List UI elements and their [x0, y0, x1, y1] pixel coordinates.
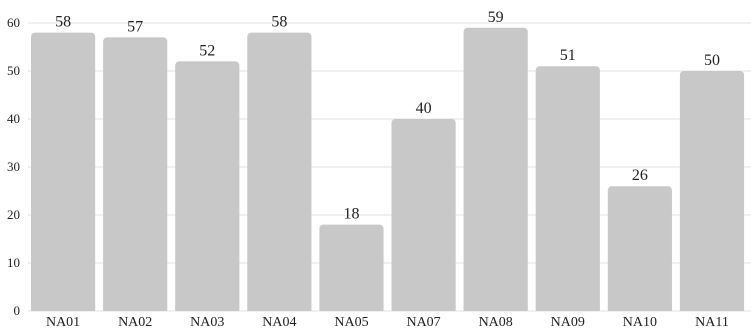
x-tick-label: NA01 [46, 315, 80, 329]
bar-base [679, 306, 745, 311]
bar-base [319, 306, 384, 311]
y-tick-label: 30 [7, 159, 20, 174]
bar-na04 [247, 32, 312, 311]
x-tick-label: NA03 [190, 315, 224, 329]
data-label: 58 [271, 14, 287, 31]
x-tick-label: NA10 [623, 315, 657, 329]
bar-na02 [103, 37, 168, 312]
x-axis: NA01 NA02 NA03 NA04 NA05 NA07 NA08 NA09 NA10 NA11 [46, 315, 729, 329]
bar-base [391, 306, 456, 311]
y-tick-label: 10 [7, 255, 20, 270]
data-label: 26 [632, 167, 648, 184]
data-label: 52 [199, 42, 215, 59]
x-tick-label: NA08 [479, 315, 513, 329]
x-tick-label: NA11 [695, 315, 729, 329]
data-label: 18 [343, 206, 359, 223]
bar-base [463, 306, 528, 311]
x-tick-label: NA09 [551, 315, 585, 329]
data-label: 59 [488, 9, 504, 26]
data-label: 58 [55, 14, 71, 31]
x-tick-label: NA02 [118, 315, 152, 329]
bars [31, 27, 745, 312]
data-labels: 58 57 52 58 18 40 59 51 26 50 [55, 9, 720, 223]
bar-na03 [175, 61, 240, 312]
data-label: 57 [127, 18, 143, 35]
data-label: 50 [704, 52, 720, 69]
y-tick-label: 50 [7, 63, 20, 78]
bar-base [247, 306, 312, 311]
bar-na05 [319, 224, 384, 311]
bar-base [535, 306, 600, 311]
bar-base [175, 306, 240, 311]
x-tick-label: NA04 [262, 315, 296, 329]
bar-na07 [391, 119, 456, 311]
y-tick-label: 40 [7, 111, 20, 126]
bar-base [607, 306, 672, 311]
y-axis: 0 10 20 30 40 50 60 [7, 15, 20, 318]
y-tick-label: 20 [7, 207, 20, 222]
x-tick-label: NA05 [334, 315, 368, 329]
data-label: 40 [416, 100, 432, 117]
y-tick-label: 0 [14, 303, 21, 318]
bar-na08 [463, 27, 528, 312]
bar-na09 [535, 66, 600, 311]
y-tick-label: 60 [7, 15, 20, 30]
bar-base [103, 306, 168, 311]
bar-na10 [607, 186, 672, 311]
bar-na01 [31, 32, 96, 311]
x-tick-label: NA07 [406, 315, 440, 329]
data-label: 51 [560, 47, 576, 64]
bar-base [31, 306, 96, 311]
bar-na11 [679, 71, 745, 311]
